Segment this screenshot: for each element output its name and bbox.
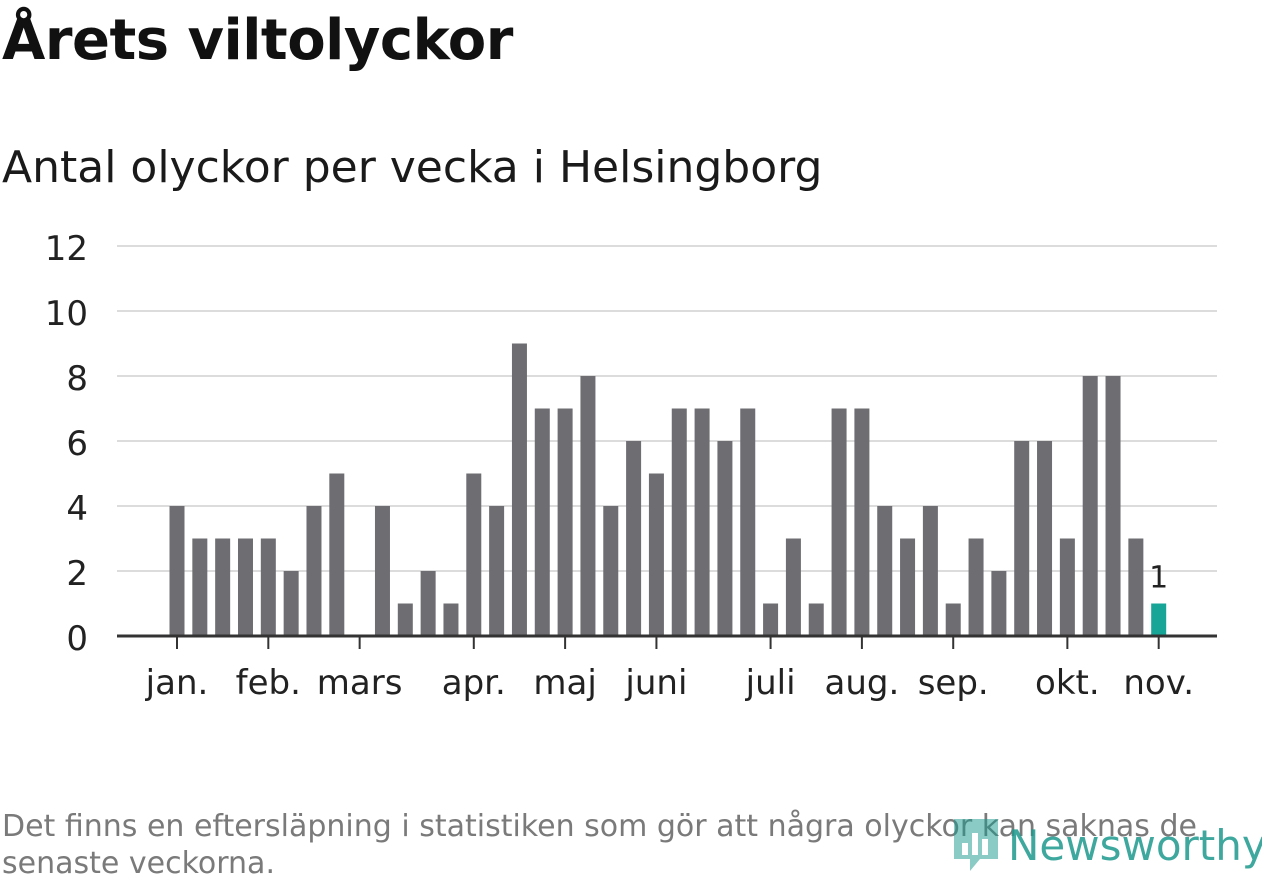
bar xyxy=(854,408,870,636)
bar xyxy=(534,408,550,636)
bar xyxy=(466,473,482,636)
bar xyxy=(420,571,436,636)
x-tick-label: okt. xyxy=(1035,663,1100,703)
bar xyxy=(740,408,756,636)
bar xyxy=(329,473,345,636)
y-tick-label: 8 xyxy=(66,359,88,399)
bar xyxy=(648,473,664,636)
bar xyxy=(1082,376,1098,636)
bar-chart-logo-icon xyxy=(954,819,998,871)
brand-name: Newsworthy xyxy=(1008,820,1262,870)
bar xyxy=(991,571,1007,636)
bar xyxy=(580,376,596,636)
bar xyxy=(922,506,938,636)
bar xyxy=(1014,441,1030,636)
bar xyxy=(945,603,961,636)
y-tick-label: 0 xyxy=(66,619,88,659)
y-tick-label: 4 xyxy=(66,489,88,529)
x-tick-label: sep. xyxy=(918,663,989,703)
bar xyxy=(717,441,733,636)
x-tick-label: mars xyxy=(317,663,403,703)
bar xyxy=(374,506,390,636)
bar xyxy=(808,603,824,636)
bar xyxy=(785,538,801,636)
y-axis-ticks: 0 2 4 6 8 10 12 xyxy=(45,229,88,659)
bar xyxy=(626,441,642,636)
x-tick-label: nov. xyxy=(1123,663,1194,703)
newsworthy-logo: Newsworthy xyxy=(950,815,1262,875)
bar xyxy=(1037,441,1053,636)
gridlines xyxy=(117,245,1217,572)
x-tick-label: juni xyxy=(624,663,687,703)
bar xyxy=(557,408,573,636)
bar xyxy=(215,538,231,636)
x-tick-label: feb. xyxy=(236,663,301,703)
bar xyxy=(192,538,208,636)
y-tick-label: 2 xyxy=(66,554,88,594)
bar xyxy=(283,571,299,636)
y-tick-label: 10 xyxy=(45,294,88,334)
bar xyxy=(306,506,322,636)
bar xyxy=(443,603,459,636)
bar xyxy=(831,408,847,636)
bar xyxy=(397,603,413,636)
data-labels: 1 xyxy=(1149,561,1168,596)
x-tick-label: aug. xyxy=(825,663,900,703)
y-tick-label: 12 xyxy=(45,229,88,269)
x-tick-label: maj xyxy=(533,663,596,703)
bar xyxy=(603,506,619,636)
bar xyxy=(1128,538,1144,636)
bar xyxy=(900,538,916,636)
x-tick-label: apr. xyxy=(442,663,506,703)
bar xyxy=(237,538,253,636)
bar xyxy=(489,506,505,636)
bar xyxy=(1105,376,1121,636)
bar xyxy=(968,538,984,636)
chart-subtitle: Antal olyckor per vecka i Helsingborg xyxy=(2,142,823,193)
x-tick-label: jan. xyxy=(145,663,209,703)
x-tick-label: juli xyxy=(745,663,796,703)
bar xyxy=(511,343,527,636)
bars xyxy=(169,343,1167,636)
bar xyxy=(1059,538,1075,636)
bar xyxy=(260,538,276,636)
y-tick-label: 6 xyxy=(66,424,88,464)
chart-title: Årets viltolyckor xyxy=(2,8,513,73)
bar xyxy=(694,408,710,636)
data-label-highlight: 1 xyxy=(1149,561,1168,596)
bar-highlight xyxy=(1151,603,1167,636)
bar xyxy=(169,506,185,636)
bar xyxy=(877,506,893,636)
x-axis-ticks: jan. feb. mars apr. maj juni juli aug. sep. okt. n… xyxy=(145,636,1194,703)
bar xyxy=(671,408,687,636)
bar xyxy=(763,603,779,636)
